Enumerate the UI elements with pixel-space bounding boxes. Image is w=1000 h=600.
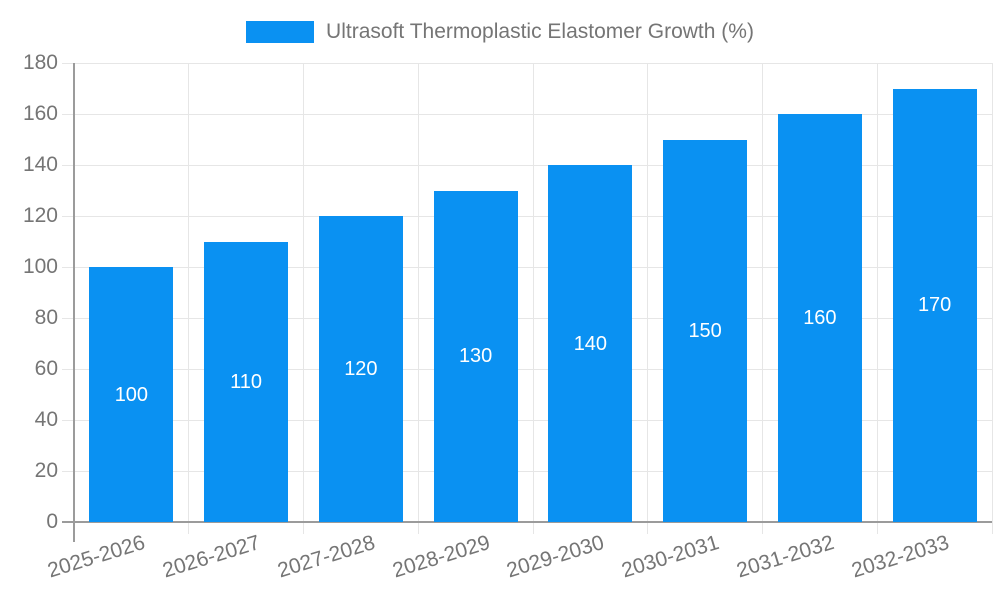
y-gridline [62,215,992,217]
x-tick-label: 2025-2026 [45,531,149,583]
x-tick-label: 2032-2033 [848,531,952,583]
x-tick-label: 2028-2029 [389,531,493,583]
x-gridline [876,63,878,534]
y-gridline [62,368,992,370]
y-gridline [62,113,992,115]
bar[interactable]: 130 [433,190,518,522]
bar[interactable]: 150 [663,139,748,522]
x-tick-label: 2026-2027 [160,531,263,583]
y-tick-label: 100 [22,255,58,278]
bar[interactable]: 110 [204,241,289,522]
y-tick-label: 120 [22,204,58,227]
bar[interactable]: 140 [548,165,633,522]
bar[interactable]: 100 [89,267,174,522]
bar[interactable]: 160 [777,114,862,522]
x-gridline [762,63,763,534]
y-tick-label: 60 [34,357,58,380]
bar-value-label: 140 [573,332,608,355]
y-gridline [62,164,992,166]
y-gridline [62,419,992,421]
y-gridline [62,62,992,64]
x-gridline [991,63,993,534]
legend[interactable]: Ultrasoft Thermoplastic Elastomer Growth… [0,16,1000,48]
x-axis-line [62,521,992,523]
bar-value-label: 130 [458,345,493,368]
bar-value-label: 170 [917,294,952,317]
bar[interactable]: 170 [892,88,977,522]
bar-value-label: 100 [114,383,149,406]
x-tick-label: 2029-2030 [504,531,608,583]
y-tick-label: 180 [22,51,58,74]
legend-label: Ultrasoft Thermoplastic Elastomer Growth… [326,20,754,43]
x-gridline [303,63,304,534]
bar-value-label: 120 [344,358,378,380]
bar-value-label: 150 [688,319,722,342]
x-gridline [188,63,190,534]
x-tick-label: 2030-2031 [619,531,722,583]
bar[interactable]: 120 [318,216,403,522]
y-tick-label: 160 [22,102,58,125]
y-gridline [62,317,992,319]
bar-value-label: 160 [803,307,837,329]
x-gridline [647,63,649,534]
y-tick-label: 20 [34,459,58,482]
y-tick-label: 40 [34,408,58,431]
legend-swatch [246,21,315,43]
plot-area: 0 20 40 60 80 100 120 140 160 180 100 2025-2026 110 2… [23,51,993,582]
y-axis-line [73,63,75,542]
y-tick-label: 0 [46,510,58,533]
bar-value-label: 110 [230,370,263,393]
x-gridline [532,63,534,534]
y-tick-label: 80 [34,306,58,329]
y-gridline [62,470,992,472]
y-gridline [62,266,992,268]
y-tick-label: 140 [22,153,58,176]
x-gridline [417,63,419,534]
x-tick-label: 2031-2032 [733,531,837,583]
x-tick-label: 2027-2028 [274,531,378,583]
